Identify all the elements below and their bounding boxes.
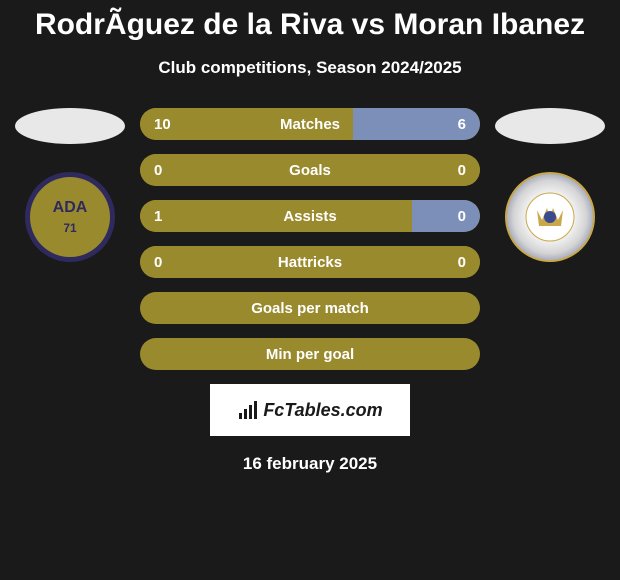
date-label: 16 february 2025 (0, 454, 620, 474)
stat-value-left: 10 (154, 116, 171, 133)
stat-bar-goals: 0 0 Goals (140, 154, 480, 186)
stat-value-right: 6 (458, 116, 466, 133)
signal-icon (237, 399, 259, 421)
single-bar-min-per-goal: Min per goal (140, 338, 480, 370)
stat-value-left: 1 (154, 208, 162, 225)
main-row: 106Matches00Goals10Assists00HattricksGoa… (0, 108, 620, 370)
team-right-badge (505, 172, 595, 262)
page-title: RodrÃ­guez de la Riva vs Moran Ibanez (0, 8, 620, 42)
stat-label: Assists (283, 208, 336, 225)
stat-bar-assists: 1 0 Assists (140, 200, 480, 232)
stat-label: Matches (280, 116, 340, 133)
stat-bar-right-fill (310, 154, 480, 186)
single-bar-goals-per-match: Goals per match (140, 292, 480, 324)
stat-value-left: 0 (154, 162, 162, 179)
player-left-avatar (15, 108, 125, 144)
stat-bar-right-fill (412, 200, 480, 232)
infographic-container: RodrÃ­guez de la Riva vs Moran Ibanez Cl… (0, 0, 620, 474)
player-left-column (10, 108, 130, 262)
fctables-text: FcTables.com (263, 400, 382, 421)
fctables-badge: FcTables.com (210, 384, 410, 436)
stat-bar-left-fill (140, 154, 310, 186)
stat-bar-hattricks: 0 0 Hattricks (140, 246, 480, 278)
player-right-column (490, 108, 610, 262)
stat-bar-matches: 10 6 Matches (140, 108, 480, 140)
stat-value-right: 0 (458, 208, 466, 225)
stat-value-left: 0 (154, 254, 162, 271)
stat-value-right: 0 (458, 254, 466, 271)
fctables-label: FcTables.com (237, 399, 382, 421)
stat-label: Hattricks (278, 254, 342, 271)
stat-bar-left-fill (140, 200, 412, 232)
team-left-badge (25, 172, 115, 262)
stats-column: 106Matches00Goals10Assists00HattricksGoa… (130, 108, 490, 370)
stat-label: Goals (289, 162, 331, 179)
player-right-avatar (495, 108, 605, 144)
subtitle: Club competitions, Season 2024/2025 (0, 58, 620, 78)
crown-icon (525, 192, 575, 242)
stat-value-right: 0 (458, 162, 466, 179)
